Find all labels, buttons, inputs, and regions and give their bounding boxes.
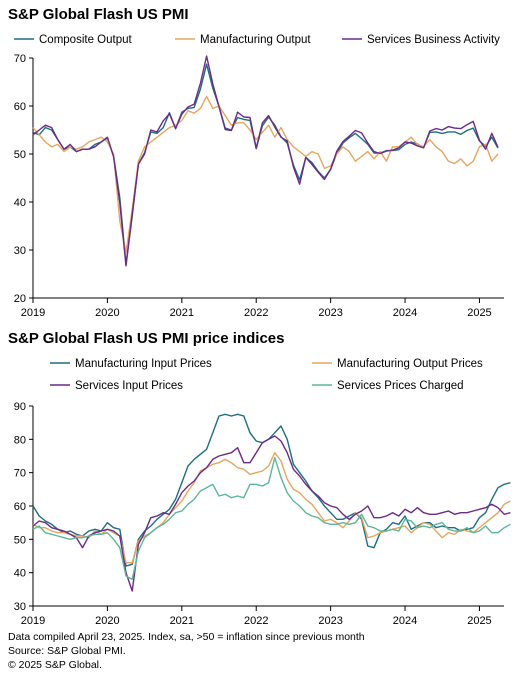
y-tick-label: 60 [14,101,26,113]
y-tick-label: 30 [14,601,26,613]
x-tick-label: 2020 [95,307,119,319]
series-line-services-business-activity [32,55,499,267]
footer-data-note: Data compiled April 23, 2025. Index, sa,… [8,631,365,643]
x-tick-label: 2021 [170,615,194,627]
chart1-title: S&P Global Flash US PMI [8,6,189,23]
price-indices-chart: 30 40 50 60 70 80 90 2019 2020 2021 2022 2023 2024 20… [14,358,511,627]
x-tick-label: 2024 [393,307,417,319]
x-tick-label: 2025 [467,307,491,319]
legend-label-services-prices-charged: Services Prices Charged [337,380,464,392]
y-tick-label: 20 [14,293,26,305]
x-tick-label: 2025 [467,615,491,627]
legend-label-composite-output: Composite Output [39,34,132,46]
y-tick-label: 50 [14,534,26,546]
x-tick-label: 2023 [318,307,342,319]
series-line-services-input-prices [32,435,511,592]
x-tick-label: 2019 [21,615,45,627]
y-tick-label: 90 [14,401,26,413]
series-line-composite-output [32,63,499,266]
y-tick-label: 70 [14,53,26,65]
footer-notes: Data compiled April 23, 2025. Index, sa,… [8,630,365,672]
x-tick-label: 2020 [95,615,119,627]
chart2-title: S&P Global Flash US PMI price indices [8,330,285,347]
series-line-manufacturing-input-prices [32,413,511,567]
series-line-manufacturing-output-prices [32,451,511,564]
y-tick-label: 40 [14,197,26,209]
footer-source: Source: S&P Global PMI. [8,645,126,657]
x-tick-label: 2023 [318,615,342,627]
y-tick-label: 50 [14,149,26,161]
footer-copyright: © 2025 S&P Global. [8,659,102,671]
pmi-chart: 20 30 40 50 60 70 2019 2020 2021 2022 2023 2024 2025… [14,34,504,319]
legend-label-manufacturing-input-prices: Manufacturing Input Prices [75,358,212,370]
y-tick-label: 60 [14,501,26,513]
x-tick-label: 2022 [244,615,268,627]
legend-label-services-business-activity: Services Business Activity [367,34,500,46]
legend-label-manufacturing-output: Manufacturing Output [200,34,311,46]
x-tick-label: 2021 [170,307,194,319]
y-tick-label: 40 [14,568,26,580]
x-tick-label: 2024 [393,615,417,627]
y-tick-label: 70 [14,468,26,480]
legend-label-manufacturing-output-prices: Manufacturing Output Prices [337,358,483,370]
y-tick-label: 30 [14,245,26,257]
y-tick-label: 80 [14,434,26,446]
legend-label-services-input-prices: Services Input Prices [75,380,183,392]
x-tick-label: 2022 [244,307,268,319]
x-tick-label: 2019 [21,307,45,319]
series-line-services-prices-charged [32,456,511,581]
